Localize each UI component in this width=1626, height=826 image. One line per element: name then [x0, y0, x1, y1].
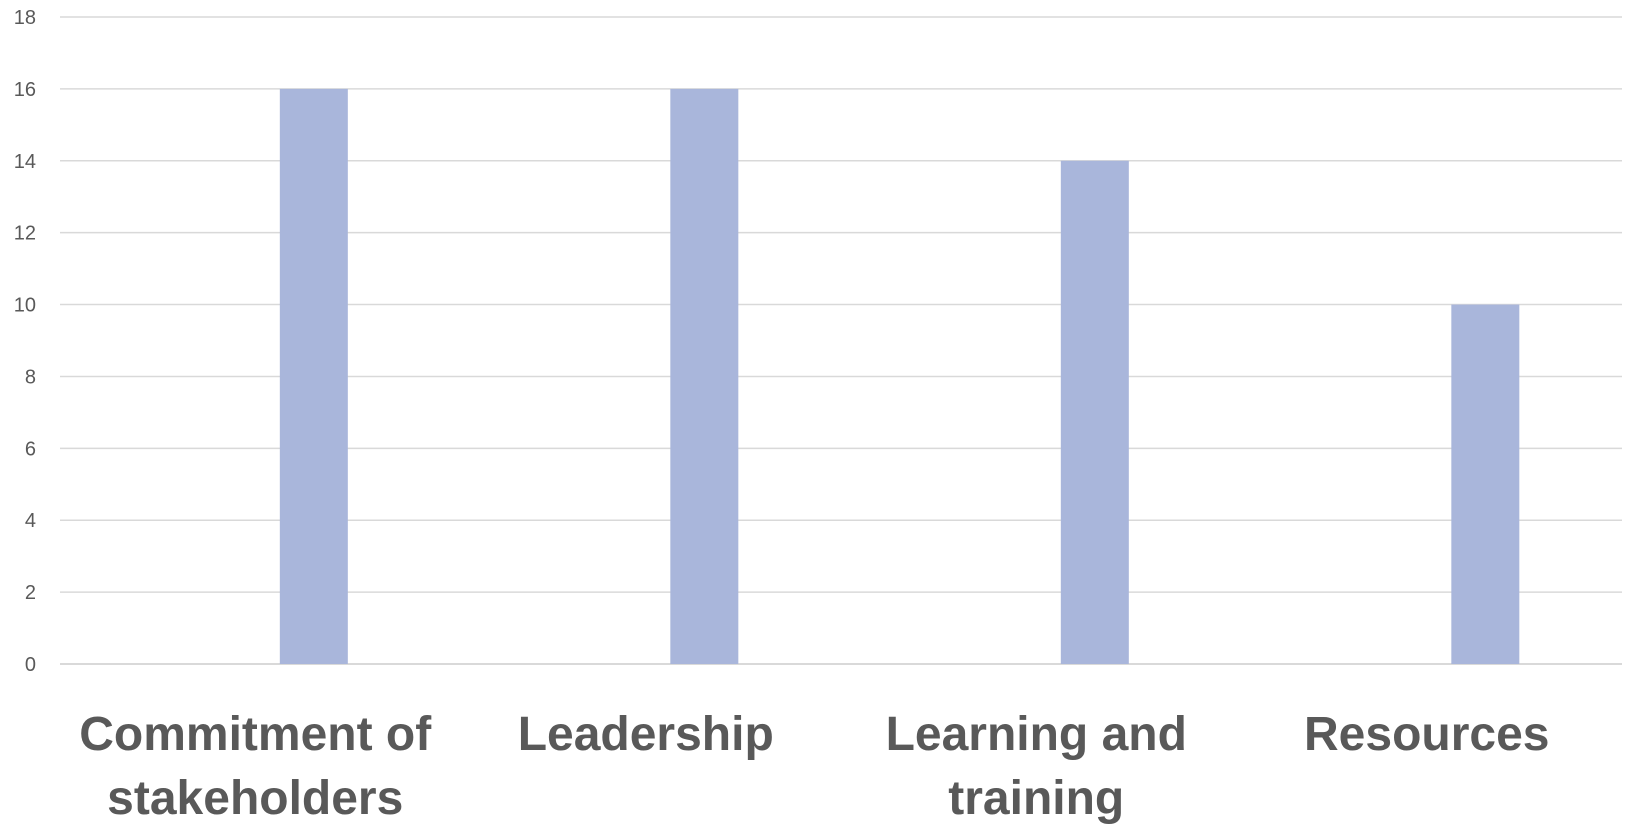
y-tick-label: 8 — [25, 366, 36, 388]
x-category-label-line: Commitment of — [79, 708, 432, 761]
bar — [670, 88, 739, 664]
x-category-label: Resources — [1304, 708, 1549, 761]
x-category-label-line: training — [948, 772, 1124, 825]
bar — [1451, 304, 1520, 664]
y-tick-label: 4 — [25, 510, 36, 532]
x-axis-category-labels: Commitment of stakeholders Leadership Learn… — [79, 708, 1549, 825]
x-category-label-line: Resources — [1304, 708, 1549, 761]
y-tick-label: 12 — [14, 223, 36, 245]
y-tick-label: 6 — [25, 438, 36, 460]
x-category-label-line: Learning and — [886, 708, 1187, 761]
y-axis-tick-labels: 0 2 4 6 8 10 12 14 16 18 — [14, 7, 36, 676]
x-category-label: Learning and training — [886, 708, 1187, 825]
y-tick-label: 2 — [25, 582, 36, 604]
y-tick-label: 14 — [14, 151, 36, 173]
y-tick-label: 18 — [14, 7, 36, 29]
bars — [279, 88, 1520, 664]
y-tick-label: 16 — [14, 79, 36, 101]
x-category-label-line: stakeholders — [107, 772, 403, 825]
y-tick-label: 10 — [14, 295, 36, 317]
bar — [1060, 160, 1129, 664]
bar — [279, 88, 348, 664]
x-category-label-line: Leadership — [518, 708, 774, 761]
x-category-label: Leadership — [518, 708, 774, 761]
x-category-label: Commitment of stakeholders — [79, 708, 432, 825]
y-tick-label: 0 — [25, 654, 36, 676]
